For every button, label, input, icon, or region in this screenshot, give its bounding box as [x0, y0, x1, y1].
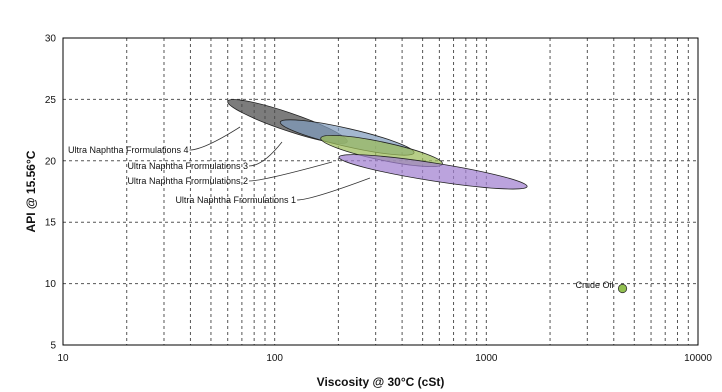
- y-axis-title: API @ 15.56°C: [24, 150, 38, 232]
- y-tick-label: 10: [45, 279, 57, 290]
- x-tick-label: 100: [266, 353, 283, 364]
- x-tick-label: 10000: [684, 353, 712, 364]
- x-tick-label: 10: [57, 353, 69, 364]
- grid-lines: [63, 38, 698, 345]
- y-tick-label: 15: [45, 218, 57, 229]
- point-label: Crude Oil: [576, 280, 614, 290]
- point-marker: [617, 283, 628, 294]
- plot-area-border: [62, 37, 699, 346]
- region-label: Ultra Naphtha Frormulations 4: [68, 145, 189, 155]
- y-tick-label: 25: [45, 95, 57, 106]
- leader-line: [248, 141, 283, 167]
- region-ellipses: [227, 99, 528, 190]
- leader-line: [296, 177, 371, 201]
- region-label: Ultra Naphtha Frormulations 2: [127, 176, 248, 186]
- annotation-leader-lines: [189, 126, 371, 201]
- region-ellipse: [338, 154, 528, 190]
- y-tick-label: 30: [45, 34, 57, 45]
- y-tick-label: 20: [45, 156, 57, 167]
- y-tick-label: 5: [50, 341, 56, 352]
- region-label: Ultra Naphtha Frormulations 3: [127, 161, 248, 171]
- region-label: Ultra Naphtha Frormulations 1: [175, 195, 296, 205]
- leader-line: [189, 126, 241, 151]
- leader-line: [248, 161, 333, 182]
- annotations: Ultra Naphtha Frormulations 4 Ultra Napht…: [68, 145, 614, 290]
- data-points: [617, 283, 628, 294]
- x-tick-label: 1000: [475, 353, 498, 364]
- x-axis-title: Viscosity @ 30°C (cSt): [317, 375, 445, 389]
